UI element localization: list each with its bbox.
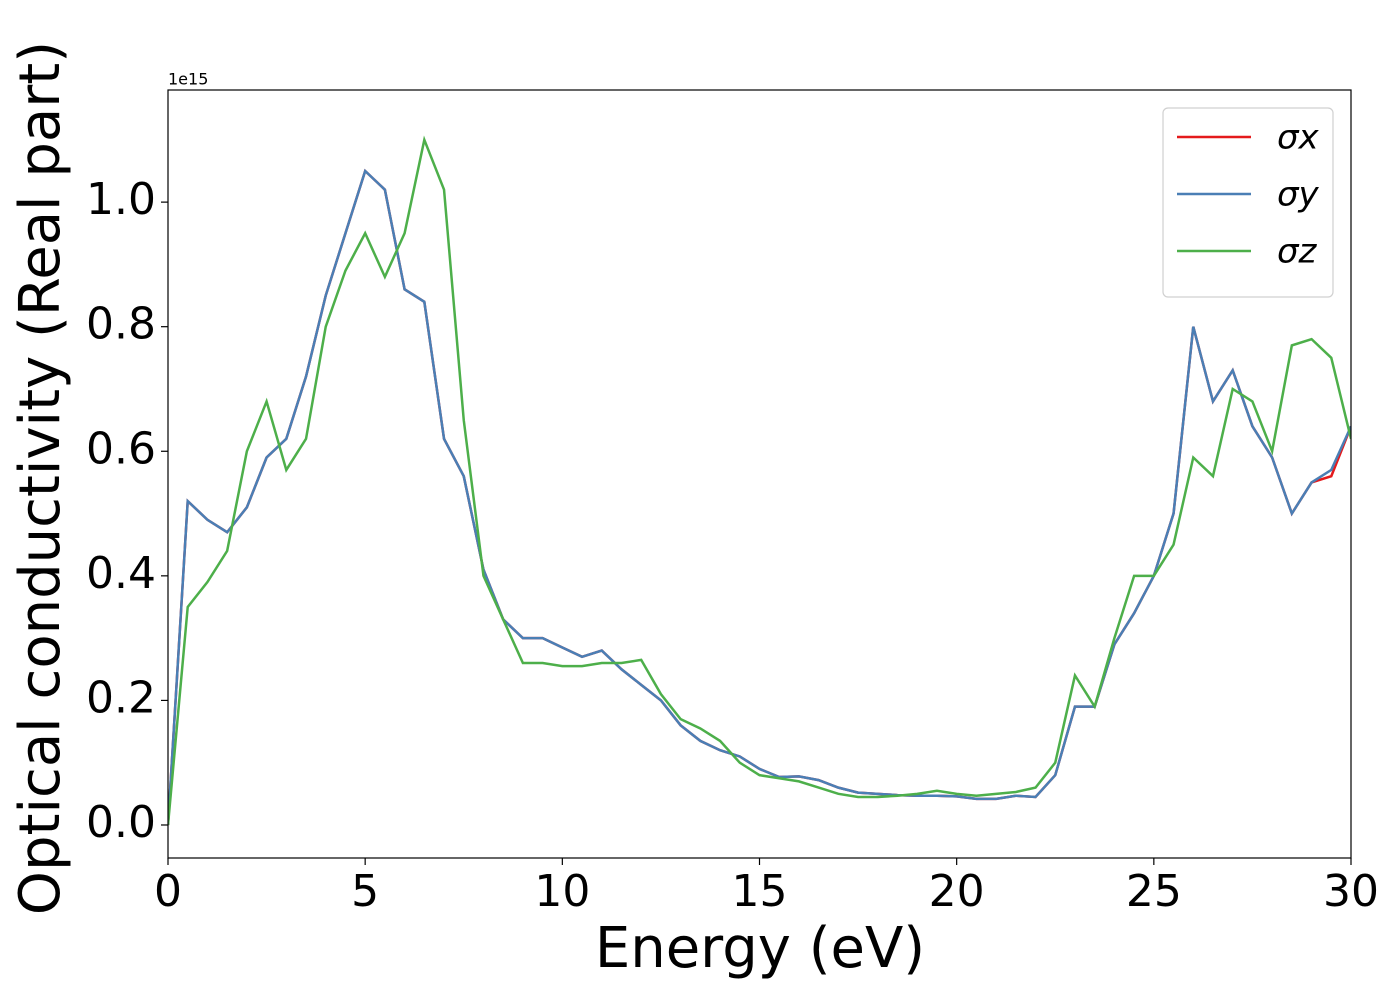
- x-tick-label: 20: [929, 866, 985, 917]
- y-offset-label: 1e15: [168, 70, 208, 89]
- y-tick-label: 0.4: [86, 548, 156, 599]
- plot-frame: [167, 89, 1352, 859]
- x-axis-label: Energy (eV): [595, 916, 925, 981]
- legend-label: σx: [1277, 118, 1320, 158]
- legend-label: σy: [1277, 175, 1320, 215]
- x-tick-label: 15: [732, 866, 788, 917]
- y-axis-label: Optical conductivity (Real part): [8, 41, 73, 915]
- y-tick-label: 0.6: [86, 423, 156, 474]
- y-tick-label: 0.2: [86, 672, 156, 723]
- x-tick-label: 25: [1126, 866, 1182, 917]
- y-tick-label: 1.0: [86, 174, 156, 225]
- x-tick-label: 5: [351, 866, 379, 917]
- line-series: [168, 135, 1351, 826]
- y-tick-label: 0.0: [86, 797, 156, 848]
- y-tick-label: 0.8: [86, 299, 156, 350]
- x-tick-label: 30: [1323, 866, 1379, 917]
- x-tick-label: 10: [534, 866, 590, 917]
- x-tick-label: 0: [154, 866, 182, 917]
- legend-label: σz: [1277, 232, 1318, 272]
